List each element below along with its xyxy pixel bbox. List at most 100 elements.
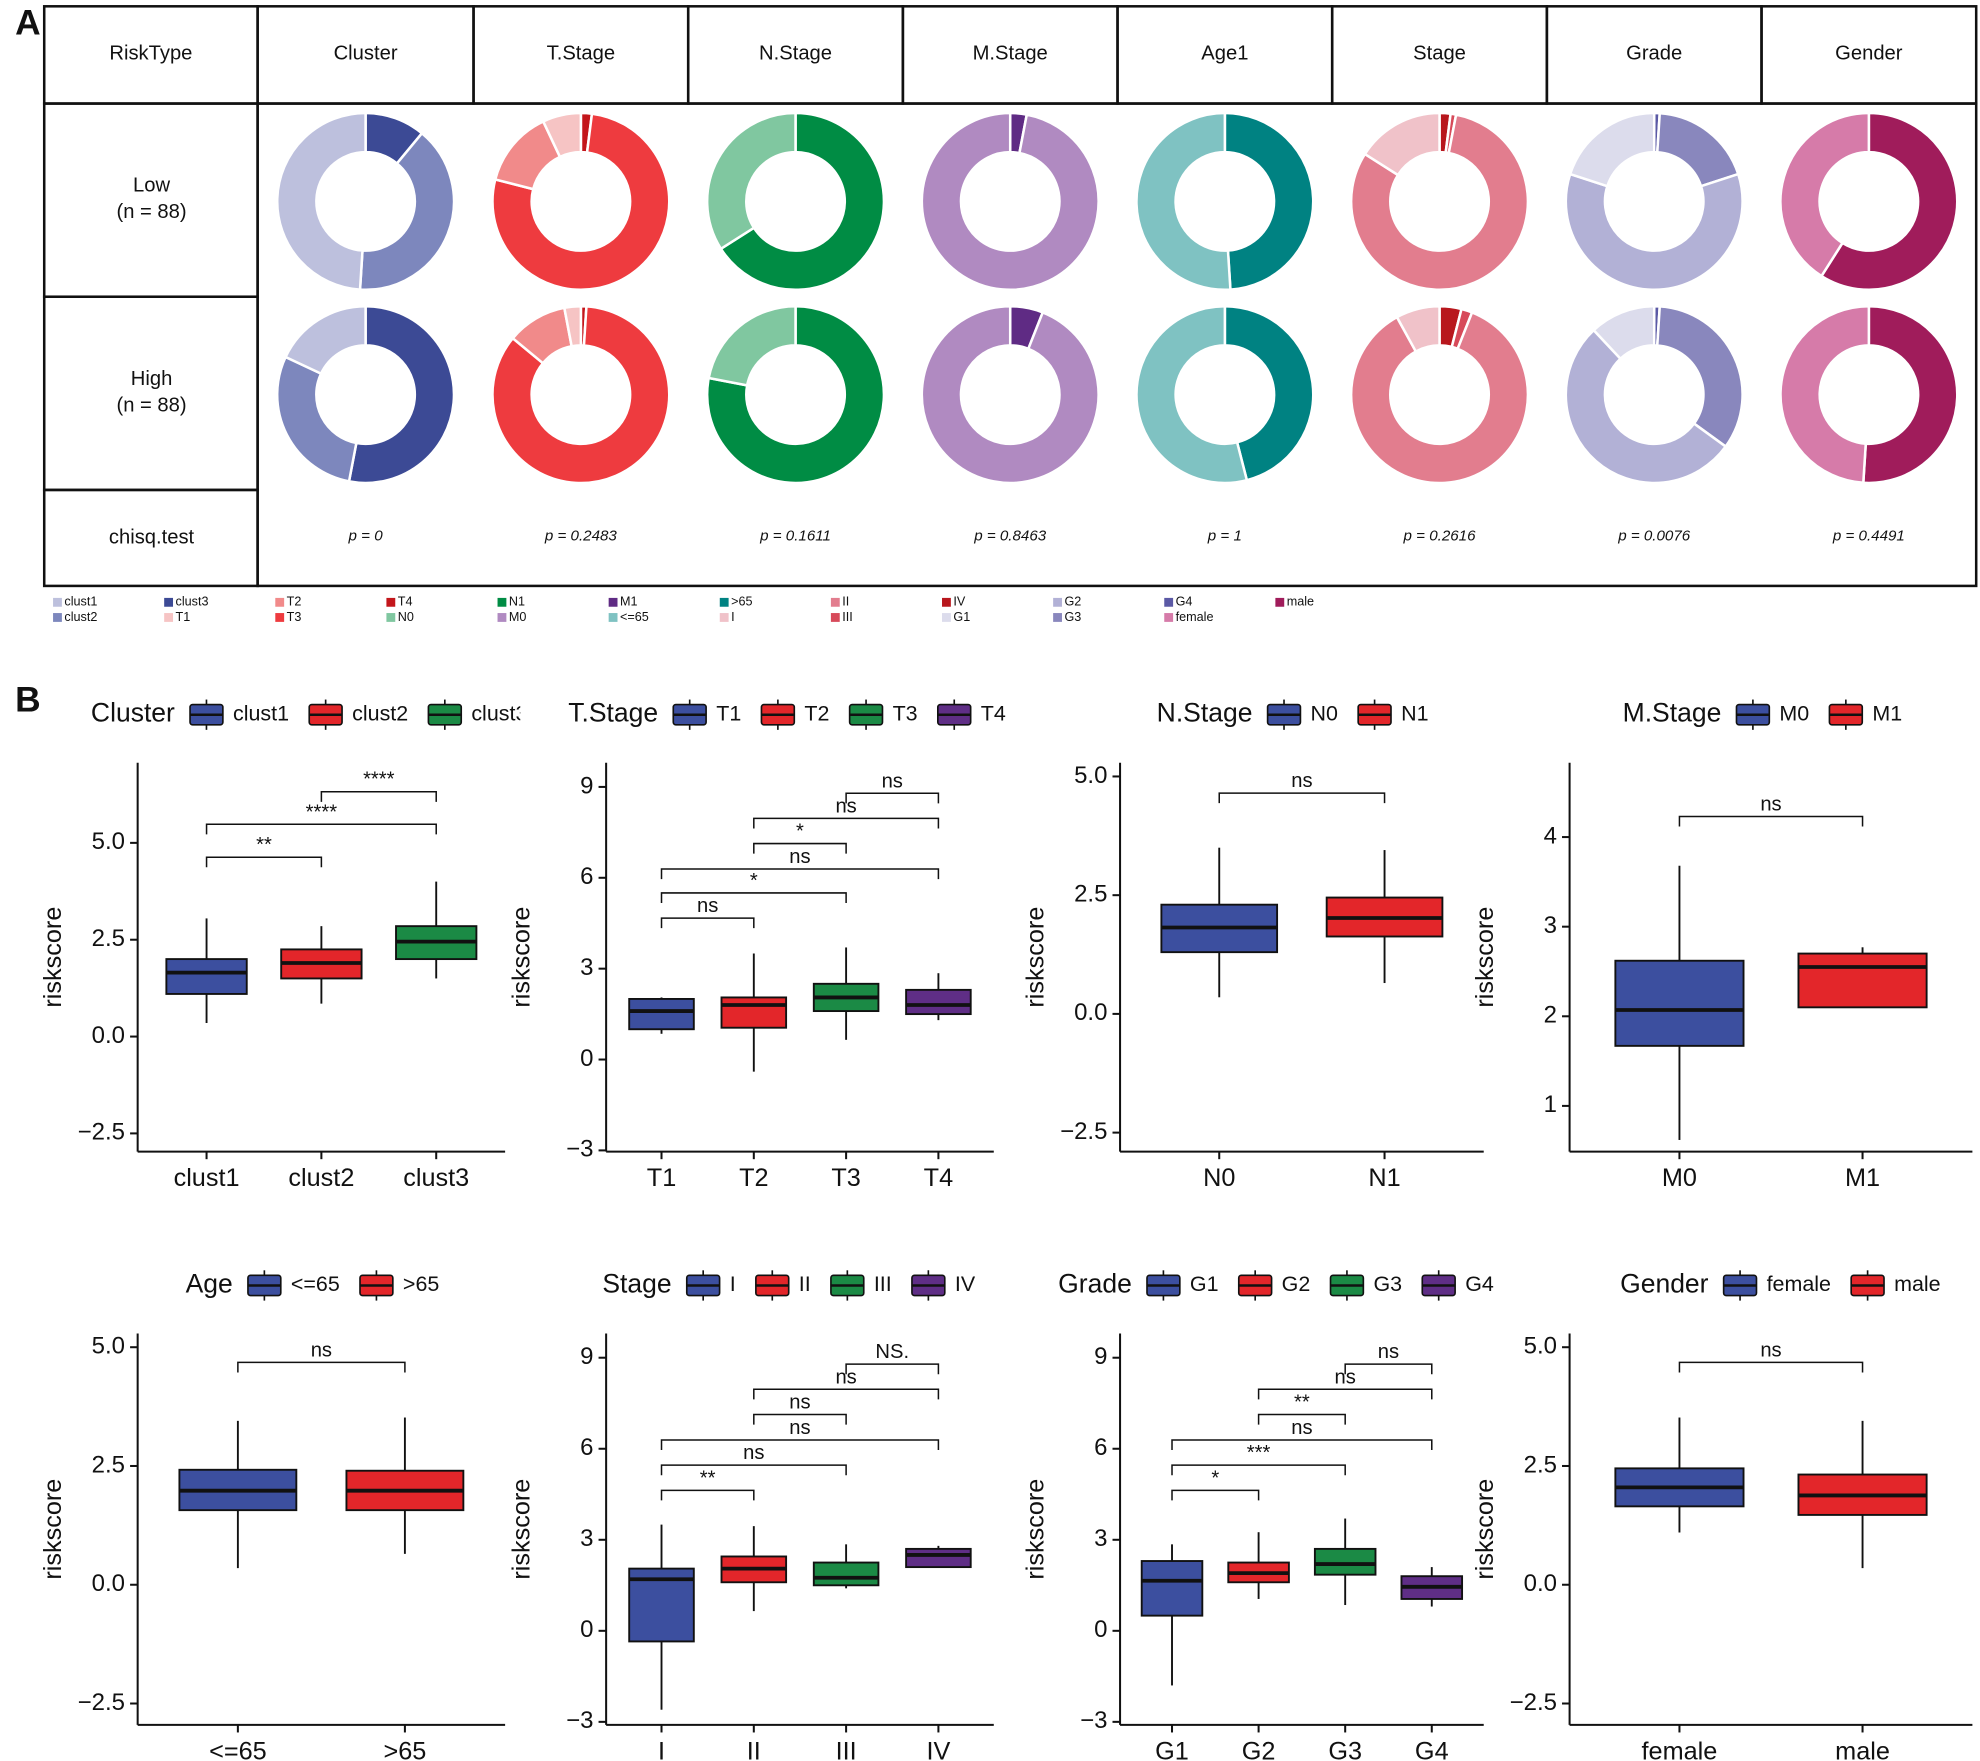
- donut-wedge: [1135, 111, 1232, 292]
- legend-label: G3: [1373, 1272, 1402, 1296]
- donut-wedge: [347, 304, 456, 485]
- p-value: p = 0.2483: [544, 528, 618, 545]
- significance-label: ns: [789, 1417, 810, 1439]
- legend: M.Stage M0 M1: [1623, 698, 1902, 730]
- legend-swatch: [1053, 597, 1062, 607]
- box: [628, 998, 695, 1031]
- legend-swatch: [275, 597, 285, 607]
- legend-title: Stage: [602, 1268, 671, 1298]
- legend-label: T1: [176, 610, 191, 624]
- significance-label: ns: [835, 1366, 856, 1388]
- significance-bracket: [753, 1388, 940, 1400]
- legend-label: clust3: [176, 595, 209, 609]
- donut-wedge: [491, 112, 671, 292]
- y-tick-label: 3: [1094, 1525, 1107, 1552]
- legend-label: III: [842, 610, 853, 624]
- y-tick-label: 5.0: [1524, 1333, 1557, 1360]
- legend-swatch: [53, 597, 62, 607]
- significance-label: ns: [835, 795, 856, 817]
- legend-label: G2: [1282, 1272, 1311, 1296]
- y-tick-label: 2.5: [92, 1451, 125, 1478]
- donut-wedge: [1135, 304, 1249, 485]
- p-value: p = 0.0076: [1617, 528, 1691, 545]
- x-tick-label: G2: [1242, 1737, 1276, 1761]
- significance-label: *: [1211, 1467, 1219, 1489]
- donut-wedge: [1349, 310, 1530, 485]
- donut-wedge: [562, 304, 583, 348]
- y-tick-label: 2.5: [1524, 1451, 1557, 1478]
- y-tick-label: −2.5: [78, 1689, 125, 1716]
- significance-label: ns: [1335, 1366, 1356, 1388]
- y-tick-label: 5.0: [92, 828, 125, 855]
- p-value: p = 0.1611: [759, 528, 831, 545]
- donut-wedge: [1223, 111, 1315, 291]
- legend-swatch: [1275, 597, 1285, 607]
- column-header: N.Stage: [759, 43, 832, 65]
- y-axis-label: riskscore: [1471, 907, 1499, 1008]
- significance-bracket: [660, 1464, 847, 1476]
- legend-label: T4: [981, 701, 1006, 725]
- donut-wedge: [1568, 111, 1656, 188]
- x-tick-label: T1: [647, 1164, 676, 1192]
- legend-label: clust2: [352, 701, 408, 725]
- legend-label: M0: [509, 610, 527, 624]
- x-tick-label: G1: [1155, 1737, 1189, 1761]
- donut-wedge: [283, 304, 367, 376]
- legend-label: I: [730, 1272, 736, 1296]
- row-count: (n = 88): [116, 201, 186, 223]
- legend-swatch: [608, 597, 618, 607]
- box: [1313, 1547, 1377, 1576]
- legend: Gender female male: [1620, 1268, 1941, 1301]
- legend-swatch: [386, 597, 396, 607]
- x-tick-label: <=65: [209, 1737, 267, 1761]
- box: [812, 1561, 880, 1587]
- legend-swatch: [1164, 597, 1174, 607]
- significance-bracket: [753, 842, 847, 854]
- legend-label: N0: [398, 610, 414, 624]
- box: [1140, 1560, 1204, 1617]
- column-header: Grade: [1626, 43, 1682, 65]
- legend-label: M0: [1779, 701, 1809, 725]
- donut-wedge: [920, 111, 1100, 291]
- donut-wedge: [707, 304, 797, 387]
- box: [165, 958, 248, 995]
- box: [720, 996, 788, 1029]
- y-tick-label: 3: [580, 1525, 593, 1552]
- legend-swatch: [830, 613, 840, 622]
- y-axis-label: riskscore: [507, 907, 535, 1008]
- p-value: p = 0.2616: [1403, 528, 1477, 545]
- y-tick-label: −2.5: [1060, 1118, 1107, 1145]
- y-tick-label: 6: [580, 1434, 593, 1461]
- y-tick-label: 5.0: [1074, 762, 1107, 789]
- y-tick-label: −2.5: [78, 1119, 125, 1146]
- donut-wedge: [491, 305, 671, 485]
- legend-label: I: [731, 610, 735, 624]
- legend-swatch: [719, 597, 729, 607]
- p-value: p = 0.4491: [1832, 528, 1905, 545]
- donut-wedge: [1395, 304, 1441, 354]
- legend-swatch: [386, 613, 396, 622]
- y-tick-label: 0: [580, 1045, 593, 1072]
- y-tick-label: 9: [580, 1343, 593, 1370]
- box: [905, 988, 972, 1016]
- significance-bracket: [753, 1413, 847, 1425]
- y-axis-label: riskscore: [1021, 907, 1049, 1008]
- significance-label: ns: [882, 770, 903, 792]
- y-tick-label: −3: [566, 1136, 593, 1163]
- donut-wedge: [1861, 304, 1959, 485]
- x-tick-label: T4: [924, 1164, 953, 1192]
- box: [1797, 952, 1928, 1009]
- donut-wedge: [1564, 172, 1744, 291]
- significance-label: ns: [789, 846, 810, 868]
- donut-wedge: [1655, 305, 1744, 449]
- legend-label: III: [874, 1272, 892, 1296]
- x-tick-label: M0: [1662, 1164, 1697, 1192]
- y-tick-label: 0.0: [1074, 999, 1107, 1026]
- y-tick-label: 0: [1094, 1616, 1107, 1643]
- significance-bracket: [320, 790, 437, 802]
- donut-wedge: [1564, 328, 1728, 485]
- significance-bracket: [1171, 1439, 1433, 1451]
- legend: N.Stage N0 N1: [1157, 698, 1429, 730]
- y-tick-label: −2.5: [1510, 1689, 1557, 1716]
